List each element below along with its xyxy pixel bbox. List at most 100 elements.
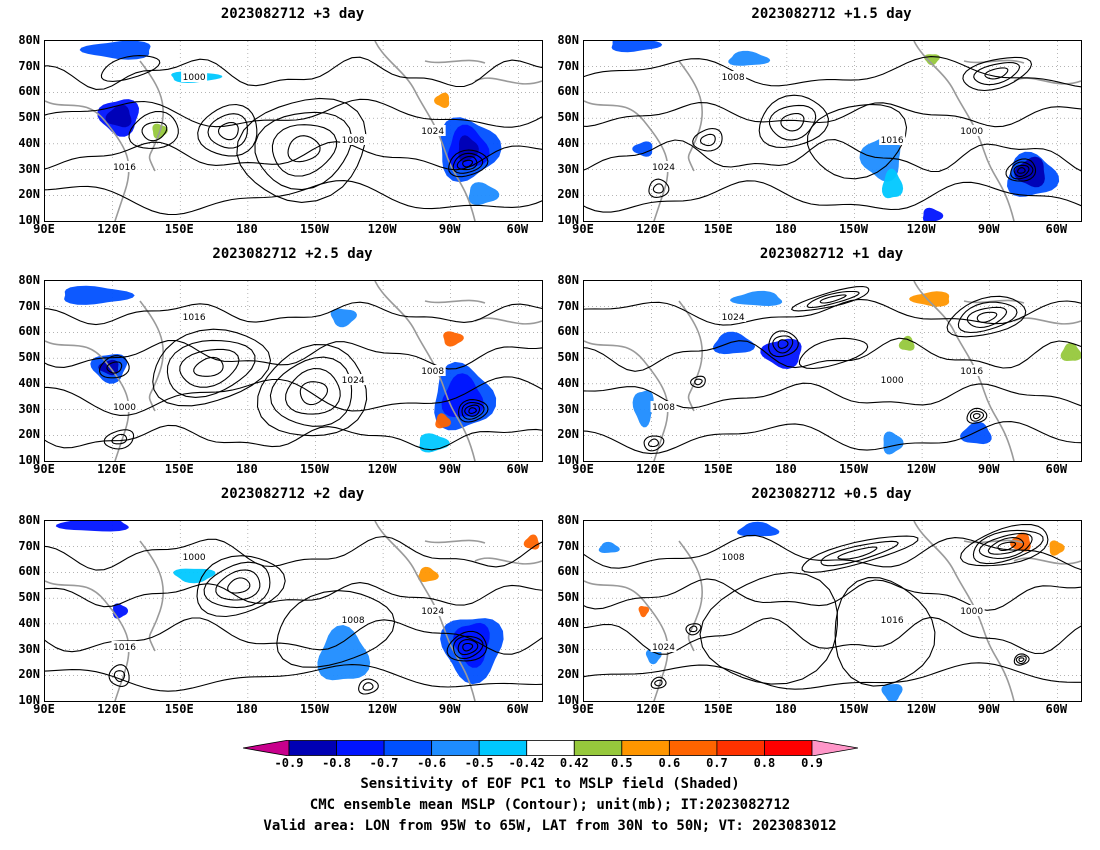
coastline [139,300,164,412]
isobar [972,529,1044,565]
coastline [424,299,486,304]
isobar [458,399,489,423]
colorbar-segment [526,740,575,756]
coastline [963,59,1025,64]
lat-tick-label: 50N [18,590,40,605]
isobar [452,152,484,174]
colorbar-tick-label: 0.7 [706,756,728,770]
isobar [207,113,248,149]
colorbar-segment [621,740,670,756]
isobar [654,679,663,687]
lat-tick-label: 40N [18,375,40,390]
sensitivity-shading [728,50,771,66]
coastline [424,539,486,544]
contour-label-bg [340,134,367,145]
sensitivity-shading [55,521,129,532]
sensitivity-shading [523,534,540,550]
contour-label-bg [720,71,747,82]
contour-label: 1000 [960,127,983,137]
lon-tick-label: 180 [775,462,797,476]
contour-label-bg [879,374,906,385]
lon-tick-label: 60W [506,702,529,716]
contour-label: 1024 [652,643,675,653]
contour-label-bg [181,551,208,562]
lon-tick-label: 90E [572,462,594,476]
coastline [374,281,476,461]
isobar [45,424,542,451]
colorbar-tick-label: 0.6 [658,756,681,770]
lon-tick-label: 150W [839,222,868,236]
lon-tick-label: 180 [775,222,797,236]
coastline [1013,317,1081,325]
isobar [946,295,1027,338]
colorbar-tick-label: -0.6 [417,756,447,770]
isobar [45,582,542,608]
isobar [801,535,919,574]
lat-tick-label: 50N [557,110,579,125]
sensitivity-shading [598,541,620,553]
colorbar-tick-label: -0.8 [322,756,351,770]
coastline [424,59,486,64]
isobar [768,330,799,358]
lon-tick-label: 120W [367,462,397,476]
contour-label: 1000 [113,403,136,413]
isobar [1017,167,1026,174]
isobar [141,121,168,142]
panel-title: 2023082712 +2.5 day [212,246,373,262]
contour-label: 1024 [342,376,365,386]
contour-label-bg [650,401,677,412]
lon-tick-label: 150W [839,462,868,476]
isobar [128,111,179,149]
isobar [287,135,321,163]
contour-label-bg [720,551,747,562]
lon-tick-label: 150E [164,222,194,236]
isobar [1010,161,1034,180]
sensitivity-shading [737,521,780,537]
lon-tick-label: 90W [438,222,461,236]
contour-label: 1024 [421,127,444,137]
lon-tick-label: 90W [977,702,1000,716]
panel-title: 2023082712 +3 day [220,6,365,22]
isobar [806,103,908,180]
lat-tick-label: 70N [557,58,579,73]
isobar [819,294,847,304]
isobar [969,410,985,422]
contour-label: 1008 [342,136,365,146]
contour-label-bg [879,134,906,145]
sensitivity-shading [79,41,151,60]
sensitivity-shading [468,182,500,205]
isobar [461,401,485,420]
isobar [100,55,161,82]
coastline [678,300,703,412]
colorbar-tick-label: -0.7 [369,756,399,770]
contour-label: 1016 [881,616,904,626]
isobar [584,662,1081,690]
coastline [584,100,669,221]
sensitivity-shading [105,104,132,128]
isobar [452,635,484,660]
isobar [166,339,256,398]
sensitivity-shading [632,141,653,157]
isobar [193,356,224,377]
lon-tick-label: 60W [506,462,529,476]
contour-label: 1008 [652,403,675,413]
lat-tick-label: 50N [557,590,579,605]
contour-label: 1008 [722,73,745,83]
lat-tick-label: 40N [18,615,40,630]
isobar [217,121,239,141]
lon-tick-label: 60W [1045,462,1068,476]
lat-tick-label: 30N [18,161,40,176]
sensitivity-shading [730,290,783,306]
contour-label: 1000 [183,553,206,563]
colorbar-segment [764,740,813,756]
isobar [1015,655,1027,665]
coastline [1013,557,1081,565]
isobar [457,639,479,656]
contour-label: 1016 [113,643,136,653]
coastline [913,521,1015,701]
isobar [152,328,272,407]
sensitivity-shading [960,421,992,445]
coastline [45,580,130,701]
isobar [113,670,126,683]
lat-tick-label: 80N [557,33,579,47]
